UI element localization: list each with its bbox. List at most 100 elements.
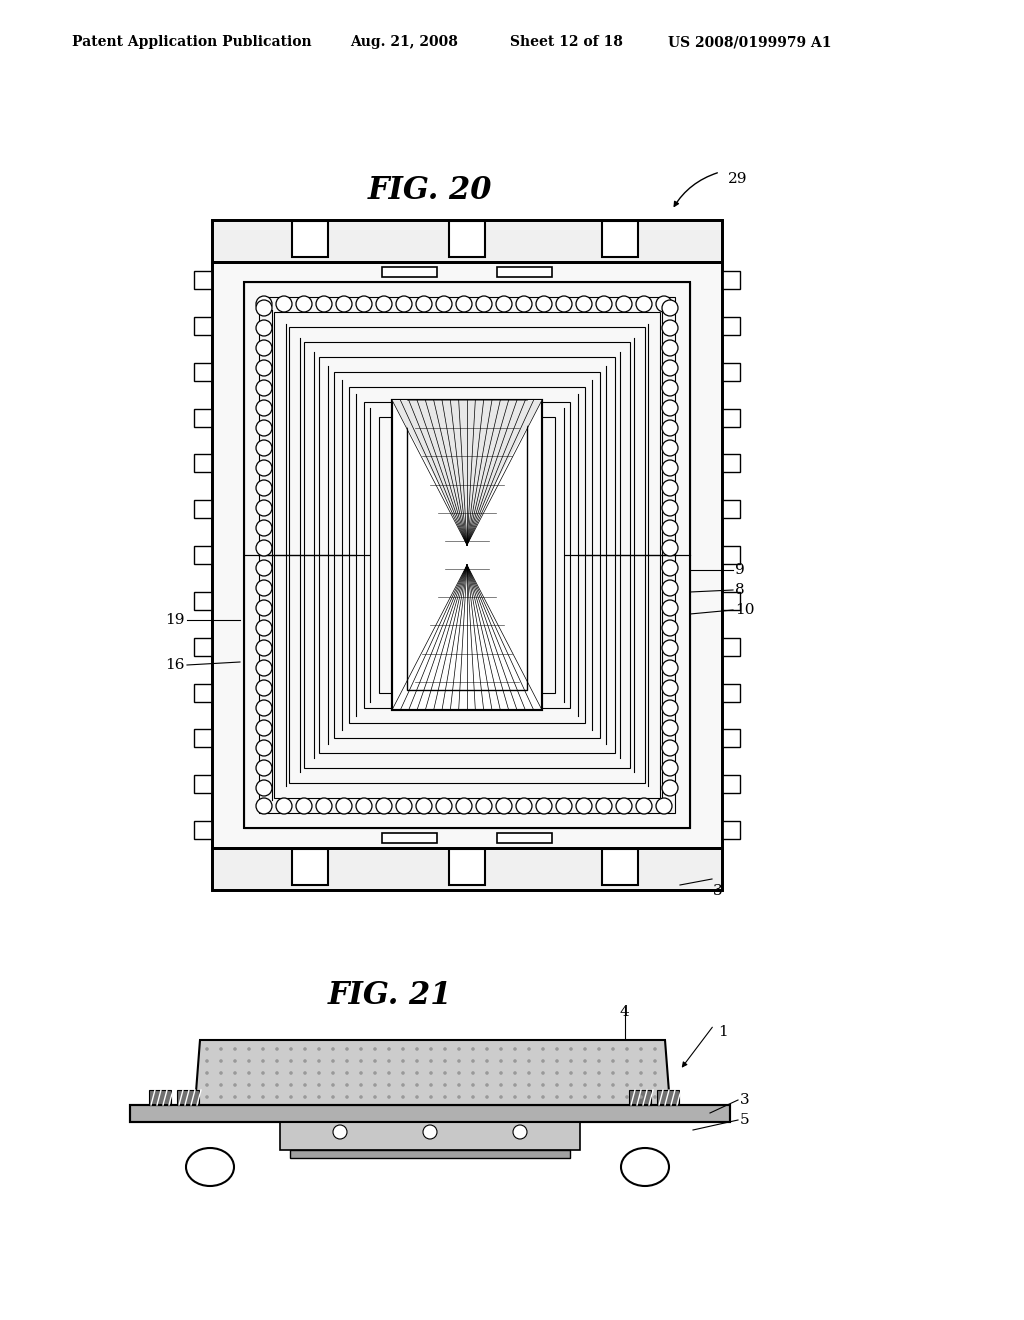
- Circle shape: [569, 1059, 572, 1063]
- Circle shape: [569, 1084, 572, 1086]
- Circle shape: [233, 1059, 237, 1063]
- Circle shape: [457, 1084, 461, 1086]
- Circle shape: [373, 1047, 377, 1051]
- Circle shape: [205, 1047, 209, 1051]
- Circle shape: [219, 1084, 223, 1086]
- Bar: [722, 821, 740, 840]
- Circle shape: [596, 799, 612, 814]
- Ellipse shape: [186, 1148, 234, 1185]
- Bar: [382, 833, 437, 843]
- Circle shape: [205, 1096, 209, 1098]
- Circle shape: [303, 1096, 307, 1098]
- Circle shape: [276, 296, 292, 312]
- Circle shape: [416, 296, 432, 312]
- Circle shape: [471, 1084, 475, 1086]
- Circle shape: [456, 296, 472, 312]
- Bar: [497, 267, 552, 277]
- Circle shape: [662, 360, 678, 376]
- Bar: [657, 1090, 679, 1105]
- Circle shape: [275, 1096, 279, 1098]
- Bar: [130, 1105, 730, 1122]
- Circle shape: [662, 459, 678, 477]
- Circle shape: [219, 1096, 223, 1098]
- Bar: [602, 220, 638, 257]
- Circle shape: [611, 1096, 614, 1098]
- Bar: [722, 271, 740, 289]
- Circle shape: [256, 400, 272, 416]
- Circle shape: [401, 1084, 404, 1086]
- Circle shape: [256, 319, 272, 337]
- Bar: [244, 282, 690, 828]
- Circle shape: [256, 601, 272, 616]
- Circle shape: [575, 799, 592, 814]
- Circle shape: [569, 1096, 572, 1098]
- Circle shape: [471, 1047, 475, 1051]
- Bar: [392, 400, 542, 710]
- Circle shape: [443, 1072, 446, 1074]
- Circle shape: [516, 296, 532, 312]
- Bar: [289, 327, 645, 783]
- Circle shape: [256, 459, 272, 477]
- Circle shape: [205, 1072, 209, 1074]
- Circle shape: [485, 1047, 488, 1051]
- Bar: [194, 775, 212, 793]
- Circle shape: [275, 1047, 279, 1051]
- Bar: [244, 282, 690, 828]
- Circle shape: [485, 1072, 488, 1074]
- Circle shape: [584, 1072, 587, 1074]
- Circle shape: [496, 799, 512, 814]
- Circle shape: [256, 300, 272, 315]
- Bar: [274, 312, 660, 799]
- Circle shape: [542, 1047, 545, 1051]
- Circle shape: [303, 1047, 307, 1051]
- Circle shape: [584, 1084, 587, 1086]
- Circle shape: [555, 1072, 559, 1074]
- Circle shape: [429, 1059, 433, 1063]
- Circle shape: [662, 400, 678, 416]
- Circle shape: [611, 1047, 614, 1051]
- Circle shape: [256, 640, 272, 656]
- Text: 16: 16: [166, 657, 185, 672]
- Circle shape: [513, 1072, 517, 1074]
- Bar: [407, 420, 527, 690]
- Circle shape: [429, 1084, 433, 1086]
- Circle shape: [256, 500, 272, 516]
- Circle shape: [662, 560, 678, 576]
- Circle shape: [513, 1096, 517, 1098]
- Circle shape: [205, 1084, 209, 1086]
- Circle shape: [423, 1125, 437, 1139]
- Circle shape: [415, 1047, 419, 1051]
- Bar: [212, 220, 722, 261]
- Circle shape: [256, 719, 272, 737]
- Circle shape: [456, 799, 472, 814]
- Circle shape: [662, 520, 678, 536]
- Bar: [212, 847, 722, 890]
- Circle shape: [626, 1072, 629, 1074]
- Circle shape: [387, 1096, 391, 1098]
- Circle shape: [233, 1047, 237, 1051]
- Circle shape: [542, 1072, 545, 1074]
- Circle shape: [443, 1059, 446, 1063]
- Bar: [130, 1105, 730, 1122]
- Circle shape: [247, 1084, 251, 1086]
- Text: Sheet 12 of 18: Sheet 12 of 18: [510, 36, 623, 49]
- Bar: [194, 591, 212, 610]
- Circle shape: [471, 1096, 475, 1098]
- Circle shape: [626, 1047, 629, 1051]
- Circle shape: [457, 1072, 461, 1074]
- Text: 1: 1: [718, 1026, 728, 1039]
- Text: 5: 5: [740, 1113, 750, 1127]
- Circle shape: [597, 1047, 601, 1051]
- Circle shape: [616, 799, 632, 814]
- Bar: [349, 387, 585, 723]
- Circle shape: [256, 296, 272, 312]
- Circle shape: [256, 360, 272, 376]
- Bar: [722, 500, 740, 519]
- Circle shape: [662, 700, 678, 715]
- Circle shape: [527, 1059, 530, 1063]
- Bar: [212, 261, 722, 847]
- Circle shape: [656, 799, 672, 814]
- Circle shape: [584, 1059, 587, 1063]
- Circle shape: [345, 1059, 349, 1063]
- Circle shape: [527, 1084, 530, 1086]
